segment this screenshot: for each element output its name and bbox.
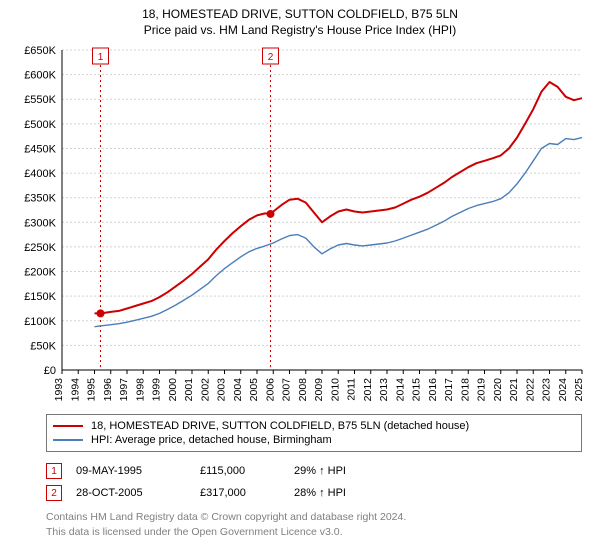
svg-text:2004: 2004 xyxy=(232,378,244,402)
svg-text:2009: 2009 xyxy=(313,378,325,402)
svg-text:£350K: £350K xyxy=(24,193,56,205)
marker-row-2: 2 28-OCT-2005 £317,000 28% ↑ HPI xyxy=(46,482,582,504)
sale-marker-table: 1 09-MAY-1995 £115,000 29% ↑ HPI 2 28-OC… xyxy=(46,460,582,504)
svg-text:£150K: £150K xyxy=(24,292,56,304)
svg-text:2000: 2000 xyxy=(167,378,179,402)
svg-text:£450K: £450K xyxy=(24,144,56,156)
marker-date-1: 09-MAY-1995 xyxy=(76,465,186,477)
svg-text:2016: 2016 xyxy=(427,378,439,402)
marker-badge-1: 1 xyxy=(46,463,62,479)
svg-text:£250K: £250K xyxy=(24,242,56,254)
svg-text:2015: 2015 xyxy=(411,378,423,402)
svg-text:2019: 2019 xyxy=(476,378,488,402)
svg-text:£100K: £100K xyxy=(24,316,56,328)
marker-badge-2: 2 xyxy=(46,485,62,501)
svg-text:£400K: £400K xyxy=(24,168,56,180)
marker-row-1: 1 09-MAY-1995 £115,000 29% ↑ HPI xyxy=(46,460,582,482)
svg-text:£0: £0 xyxy=(44,365,56,377)
svg-text:2008: 2008 xyxy=(297,378,309,402)
marker-date-2: 28-OCT-2005 xyxy=(76,487,186,499)
attribution-line-2: This data is licensed under the Open Gov… xyxy=(46,525,582,539)
svg-text:2014: 2014 xyxy=(394,378,406,402)
svg-text:2007: 2007 xyxy=(281,378,293,402)
marker-delta-2: 28% ↑ HPI xyxy=(294,487,404,499)
svg-text:2022: 2022 xyxy=(524,378,536,402)
svg-text:2025: 2025 xyxy=(573,378,585,402)
svg-text:2003: 2003 xyxy=(216,378,228,402)
svg-text:£650K: £650K xyxy=(24,45,56,57)
marker-price-1: £115,000 xyxy=(200,465,280,477)
svg-text:2011: 2011 xyxy=(346,378,358,401)
legend: 18, HOMESTEAD DRIVE, SUTTON COLDFIELD, B… xyxy=(46,414,582,452)
svg-text:1997: 1997 xyxy=(118,378,130,402)
svg-text:1999: 1999 xyxy=(151,378,163,402)
svg-text:1998: 1998 xyxy=(134,378,146,402)
svg-text:£500K: £500K xyxy=(24,119,56,131)
svg-text:£50K: £50K xyxy=(30,341,56,353)
attribution: Contains HM Land Registry data © Crown c… xyxy=(46,510,582,538)
svg-text:£600K: £600K xyxy=(24,70,56,82)
svg-text:1995: 1995 xyxy=(86,378,98,402)
legend-item-hpi: HPI: Average price, detached house, Birm… xyxy=(53,433,575,447)
svg-text:2023: 2023 xyxy=(541,378,553,402)
svg-text:2002: 2002 xyxy=(199,378,211,402)
svg-text:£200K: £200K xyxy=(24,267,56,279)
svg-text:2001: 2001 xyxy=(183,378,195,402)
title-line-2: Price paid vs. HM Land Registry's House … xyxy=(0,22,600,38)
svg-text:£300K: £300K xyxy=(24,218,56,230)
marker-delta-1: 29% ↑ HPI xyxy=(294,465,404,477)
title-line-1: 18, HOMESTEAD DRIVE, SUTTON COLDFIELD, B… xyxy=(0,6,600,22)
svg-text:£550K: £550K xyxy=(24,95,56,107)
svg-text:2024: 2024 xyxy=(557,378,569,402)
legend-swatch-property xyxy=(53,425,83,427)
marker-price-2: £317,000 xyxy=(200,487,280,499)
chart-title-block: 18, HOMESTEAD DRIVE, SUTTON COLDFIELD, B… xyxy=(0,0,600,40)
svg-text:2018: 2018 xyxy=(459,378,471,402)
legend-label-hpi: HPI: Average price, detached house, Birm… xyxy=(91,434,332,446)
price-chart: £0 £50K £100K £150K £200K £250K £300K £350K £400… xyxy=(10,40,590,408)
svg-text:2006: 2006 xyxy=(264,378,276,402)
legend-label-property: 18, HOMESTEAD DRIVE, SUTTON COLDFIELD, B… xyxy=(91,420,469,432)
legend-item-property: 18, HOMESTEAD DRIVE, SUTTON COLDFIELD, B… xyxy=(53,419,575,433)
legend-swatch-hpi xyxy=(53,439,83,441)
attribution-line-1: Contains HM Land Registry data © Crown c… xyxy=(46,510,582,524)
svg-text:2020: 2020 xyxy=(492,378,504,402)
svg-text:2017: 2017 xyxy=(443,378,455,402)
svg-text:2012: 2012 xyxy=(362,378,374,402)
svg-text:1996: 1996 xyxy=(102,378,114,402)
svg-text:2013: 2013 xyxy=(378,378,390,402)
svg-text:1993: 1993 xyxy=(53,378,65,402)
svg-text:1994: 1994 xyxy=(69,378,81,402)
svg-text:2005: 2005 xyxy=(248,378,260,402)
svg-text:2010: 2010 xyxy=(329,378,341,402)
svg-text:2021: 2021 xyxy=(508,378,520,402)
svg-text:1: 1 xyxy=(98,52,104,63)
svg-text:2: 2 xyxy=(268,52,274,63)
